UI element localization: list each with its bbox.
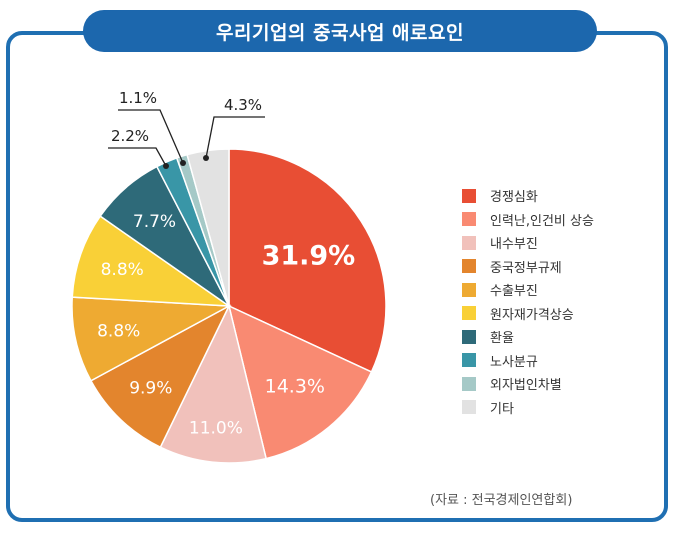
legend-label: 환율 (490, 331, 514, 347)
legend-label: 중국정부규제 (490, 260, 562, 276)
slice-value-label: 8.8% (97, 322, 140, 342)
legend-item: 중국정부규제 (462, 255, 594, 279)
legend-label: 수출부진 (490, 284, 538, 300)
source-note: (자료 : 전국경제인연합회) (430, 493, 573, 508)
pie-slice (71, 296, 232, 382)
slice-value-label: 9.9% (129, 379, 172, 399)
legend-swatch (462, 306, 476, 321)
legend-label: 내수부진 (490, 237, 538, 253)
chart-title: 우리기업의 중국사업 애로요인 (83, 10, 597, 52)
legend-swatch (462, 282, 476, 297)
slice-value-label: 2.2% (111, 127, 149, 145)
legend-swatch (462, 212, 476, 227)
callout-line (108, 147, 167, 167)
slice-value-label: 31.9% (262, 241, 356, 272)
slice-value-label: 1.1% (119, 89, 157, 107)
callout-line (118, 109, 184, 164)
legend-item: 원자재가격상승 (462, 302, 594, 326)
legend-label: 노사분규 (490, 354, 538, 370)
legend-item: 노사분규 (462, 349, 594, 373)
legend-swatch (462, 400, 476, 415)
legend-label: 인력난,인건비 상승 (490, 213, 594, 229)
legend-swatch (462, 353, 476, 368)
legend-swatch (462, 235, 476, 250)
legend-item: 경쟁심화 (462, 184, 594, 208)
pie-slice (89, 304, 231, 449)
legend-swatch (462, 376, 476, 391)
legend-item: 환율 (462, 325, 594, 349)
legend-item: 외자법인차별 (462, 372, 594, 396)
legend-swatch (462, 329, 476, 344)
callout-line (205, 116, 265, 159)
legend-swatch (462, 188, 476, 203)
slice-value-label: 8.8% (101, 260, 144, 280)
pie-slice (71, 215, 232, 307)
legend-swatch (462, 259, 476, 274)
legend-item: 인력난,인건비 상승 (462, 208, 594, 232)
pie-slice (228, 148, 387, 373)
legend-item: 내수부진 (462, 231, 594, 255)
slice-value-label: 7.7% (133, 212, 176, 232)
legend-label: 기타 (490, 401, 514, 417)
legend-label: 외자법인차별 (490, 378, 562, 394)
legend-label: 경쟁심화 (490, 190, 538, 206)
pie-slice (159, 303, 268, 464)
pie-slice (227, 304, 373, 460)
slice-value-label: 11.0% (189, 419, 243, 439)
legend-item: 수출부진 (462, 278, 594, 302)
slice-value-label: 14.3% (265, 376, 325, 398)
slice-value-label: 4.3% (224, 96, 262, 114)
legend-label: 원자재가격상승 (490, 307, 574, 323)
legend-item: 기타 (462, 396, 594, 420)
